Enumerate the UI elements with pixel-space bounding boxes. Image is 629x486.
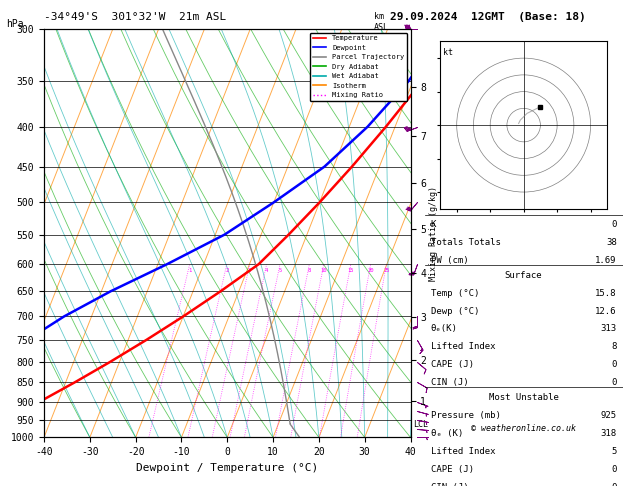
Text: 1: 1 <box>188 268 191 273</box>
Text: 3: 3 <box>248 268 252 273</box>
Text: 0: 0 <box>611 361 617 369</box>
Text: Lifted Index: Lifted Index <box>431 343 495 351</box>
Text: 318: 318 <box>601 429 617 438</box>
Text: θₑ(K): θₑ(K) <box>431 325 457 333</box>
Text: hPa: hPa <box>6 19 24 30</box>
Text: CAPE (J): CAPE (J) <box>431 361 474 369</box>
Text: 15.8: 15.8 <box>595 289 617 297</box>
X-axis label: Dewpoint / Temperature (°C): Dewpoint / Temperature (°C) <box>136 463 318 473</box>
Text: Totals Totals: Totals Totals <box>431 238 501 247</box>
Text: 1.69: 1.69 <box>595 256 617 265</box>
Text: 925: 925 <box>601 411 617 420</box>
Text: 15: 15 <box>348 268 354 273</box>
Text: 4: 4 <box>265 268 268 273</box>
Text: 0: 0 <box>611 220 617 229</box>
Text: 12.6: 12.6 <box>595 307 617 315</box>
Text: 0: 0 <box>611 483 617 486</box>
Text: 0: 0 <box>611 465 617 473</box>
Y-axis label: Mixing Ratio (g/kg): Mixing Ratio (g/kg) <box>429 186 438 281</box>
Text: Surface: Surface <box>505 271 542 279</box>
Text: 29.09.2024  12GMT  (Base: 18): 29.09.2024 12GMT (Base: 18) <box>390 12 586 22</box>
Text: 313: 313 <box>601 325 617 333</box>
Text: θₑ (K): θₑ (K) <box>431 429 463 438</box>
Text: 8: 8 <box>308 268 311 273</box>
Text: 8: 8 <box>611 343 617 351</box>
Text: 2: 2 <box>225 268 228 273</box>
Text: Dewp (°C): Dewp (°C) <box>431 307 479 315</box>
Text: 20: 20 <box>367 268 374 273</box>
Text: 5: 5 <box>611 447 617 456</box>
Text: 10: 10 <box>321 268 327 273</box>
Text: CIN (J): CIN (J) <box>431 379 468 387</box>
Legend: Temperature, Dewpoint, Parcel Trajectory, Dry Adiabat, Wet Adiabat, Isotherm, Mi: Temperature, Dewpoint, Parcel Trajectory… <box>309 33 407 101</box>
Text: Lifted Index: Lifted Index <box>431 447 495 456</box>
Text: PW (cm): PW (cm) <box>431 256 468 265</box>
Text: Pressure (mb): Pressure (mb) <box>431 411 501 420</box>
Text: -34°49'S  301°32'W  21m ASL: -34°49'S 301°32'W 21m ASL <box>44 12 226 22</box>
Text: 5: 5 <box>279 268 282 273</box>
Text: © weatheronline.co.uk: © weatheronline.co.uk <box>471 424 576 434</box>
Text: 25: 25 <box>383 268 389 273</box>
Text: Most Unstable: Most Unstable <box>489 393 559 402</box>
Text: 0: 0 <box>611 379 617 387</box>
Text: K: K <box>431 220 436 229</box>
Text: km
ASL: km ASL <box>374 12 389 32</box>
Text: 38: 38 <box>606 238 617 247</box>
Text: CIN (J): CIN (J) <box>431 483 468 486</box>
Text: Temp (°C): Temp (°C) <box>431 289 479 297</box>
Text: LCL: LCL <box>413 420 428 429</box>
Text: CAPE (J): CAPE (J) <box>431 465 474 473</box>
